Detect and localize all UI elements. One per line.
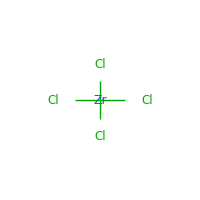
Text: Cl: Cl [94, 130, 106, 142]
Text: Zr: Zr [93, 94, 107, 106]
Text: Cl: Cl [94, 58, 106, 71]
Text: Cl: Cl [47, 94, 59, 106]
Text: Cl: Cl [141, 94, 153, 106]
